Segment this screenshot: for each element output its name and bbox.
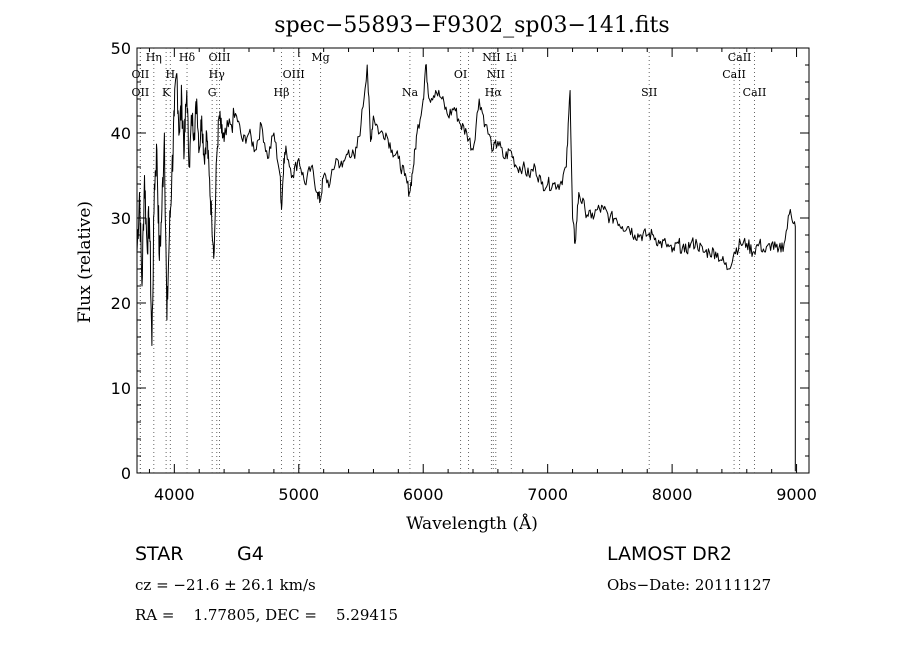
x-tick-label: 9000 [776, 485, 817, 504]
x-axis-label: Wavelength (Å) [406, 513, 538, 534]
line-label-8: OIII [208, 51, 230, 64]
line-label-19: Li [506, 51, 517, 64]
spectrum-series [136, 64, 796, 472]
object-class: STAR [135, 543, 183, 565]
line-label-20: SII [641, 86, 657, 99]
line-label-13: Na [402, 86, 419, 99]
plot-frame [136, 47, 810, 474]
axis-ticks: 4000 5000 6000 7000 8000 9000 0 10 20 30 40 50 [111, 39, 817, 504]
object-subclass: G4 [237, 543, 264, 565]
line-label-14: OI [454, 68, 467, 81]
line-label-6: G [208, 86, 217, 99]
line-label-1: OII [132, 68, 150, 81]
spectral-line-labels: OIIOIIHηKHHδGHγOIIIHβOIIIMgNaOINIIHαNIIL… [132, 51, 767, 99]
y-tick-label: 30 [111, 209, 131, 228]
redshift-text: cz = −21.6 ± 26.1 km/s [135, 576, 316, 594]
line-label-2: Hη [146, 51, 162, 64]
line-label-17: Hα [485, 86, 503, 99]
x-tick-label: 5000 [278, 485, 319, 504]
x-tick-label: 6000 [403, 485, 444, 504]
y-tick-label: 20 [111, 294, 131, 313]
chart-title: spec−55893−F9302_sp03−141.fits [274, 13, 669, 38]
spectral-line-markers [139, 48, 755, 473]
line-label-22: CaII [728, 51, 752, 64]
line-label-23: CaII [743, 86, 767, 99]
y-tick-label: 40 [111, 124, 131, 143]
line-label-16: NII [482, 51, 500, 64]
line-label-5: Hδ [179, 51, 196, 64]
y-tick-label: 10 [111, 379, 131, 398]
line-label-10: OIII [283, 68, 305, 81]
line-label-7: Hγ [209, 68, 226, 81]
radec-text: RA = 1.77805, DEC = 5.29415 [135, 606, 398, 624]
x-tick-label: 7000 [527, 485, 568, 504]
x-tick-label: 4000 [154, 485, 195, 504]
line-label-3: K [162, 86, 171, 99]
x-tick-label: 8000 [652, 485, 693, 504]
line-label-21: CaII [722, 68, 746, 81]
y-axis-label: Flux (relative) [75, 201, 95, 323]
line-label-12: Mg [311, 51, 329, 64]
line-label-0: OII [132, 86, 150, 99]
line-label-18: NII [487, 68, 505, 81]
line-label-4: H [166, 68, 176, 81]
y-tick-label: 0 [121, 464, 131, 483]
y-tick-label: 50 [111, 39, 131, 58]
spectrum-line-0 [136, 64, 796, 472]
obs-date-text: Obs−Date: 20111127 [607, 576, 771, 594]
survey-name: LAMOST DR2 [607, 543, 732, 565]
line-label-9: Hβ [274, 86, 290, 99]
